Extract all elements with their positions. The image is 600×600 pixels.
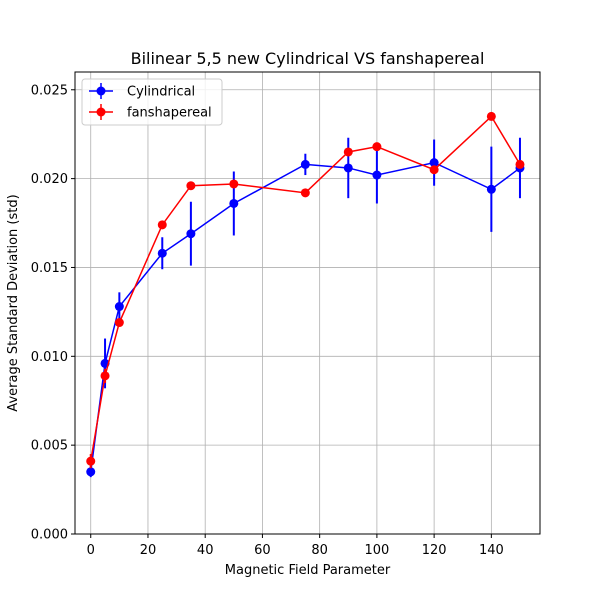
data-point-fanshapereal xyxy=(429,165,439,175)
data-point-fanshapereal xyxy=(157,220,167,230)
x-tick-label: 60 xyxy=(254,543,271,558)
series-fanshapereal xyxy=(86,111,525,469)
x-tick-label: 0 xyxy=(87,543,95,558)
axis-ticks: 0 20 40 60 80 100 120 140 0.000 0.005 0.010 0.015 0.… xyxy=(31,83,504,558)
legend: Cylindrical fanshapereal xyxy=(81,78,223,126)
data-point-fanshapereal xyxy=(300,188,310,198)
data-point-fanshapereal xyxy=(486,111,496,121)
y-tick-label: 0.005 xyxy=(31,439,68,454)
legend-box xyxy=(81,78,223,126)
data-point-cylindrical xyxy=(186,229,196,239)
data-point-fanshapereal xyxy=(515,159,525,169)
series-layer xyxy=(86,111,525,478)
data-point-fanshapereal xyxy=(372,142,382,152)
data-point-cylindrical xyxy=(114,302,124,312)
data-point-cylindrical xyxy=(486,184,496,194)
data-point-cylindrical xyxy=(229,198,239,208)
x-tick-label: 100 xyxy=(364,543,389,558)
data-point-fanshapereal xyxy=(114,318,124,328)
data-point-cylindrical xyxy=(86,467,96,477)
x-tick-label: 20 xyxy=(140,543,157,558)
x-tick-label: 120 xyxy=(422,543,447,558)
x-tick-label: 80 xyxy=(311,543,328,558)
x-tick-label: 40 xyxy=(197,543,214,558)
data-point-fanshapereal xyxy=(229,179,239,189)
legend-label-cylindrical: Cylindrical xyxy=(127,85,195,100)
data-point-cylindrical xyxy=(300,159,310,169)
y-tick-label: 0.010 xyxy=(31,350,68,365)
x-tick-label: 140 xyxy=(479,543,504,558)
plot-frame xyxy=(74,71,541,535)
grid xyxy=(75,72,540,535)
data-point-fanshapereal xyxy=(86,456,96,466)
data-point-cylindrical xyxy=(343,163,353,173)
data-point-cylindrical xyxy=(372,170,382,180)
y-tick-label: 0.020 xyxy=(31,172,68,187)
data-point-fanshapereal xyxy=(186,181,196,191)
data-point-cylindrical xyxy=(157,248,167,258)
data-point-cylindrical xyxy=(429,158,439,168)
series-line-cylindrical xyxy=(89,161,521,472)
x-axis-label: Magnetic Field Parameter xyxy=(225,563,391,578)
data-point-fanshapereal xyxy=(100,371,110,381)
data-point-fanshapereal xyxy=(343,147,353,157)
y-tick-label: 0.025 xyxy=(31,83,68,98)
y-tick-label: 0.000 xyxy=(31,528,68,543)
series-line-fanshapereal xyxy=(89,115,521,462)
y-axis-label: Average Standard Deviation (std) xyxy=(6,194,21,411)
y-tick-label: 0.015 xyxy=(31,261,68,276)
legend-marker-fanshapereal xyxy=(96,107,106,117)
legend-label-fanshapereal: fanshapereal xyxy=(127,106,212,121)
legend-marker-cylindrical xyxy=(96,86,106,96)
chart-title: Bilinear 5,5 new Cylindrical VS fanshape… xyxy=(131,49,485,68)
